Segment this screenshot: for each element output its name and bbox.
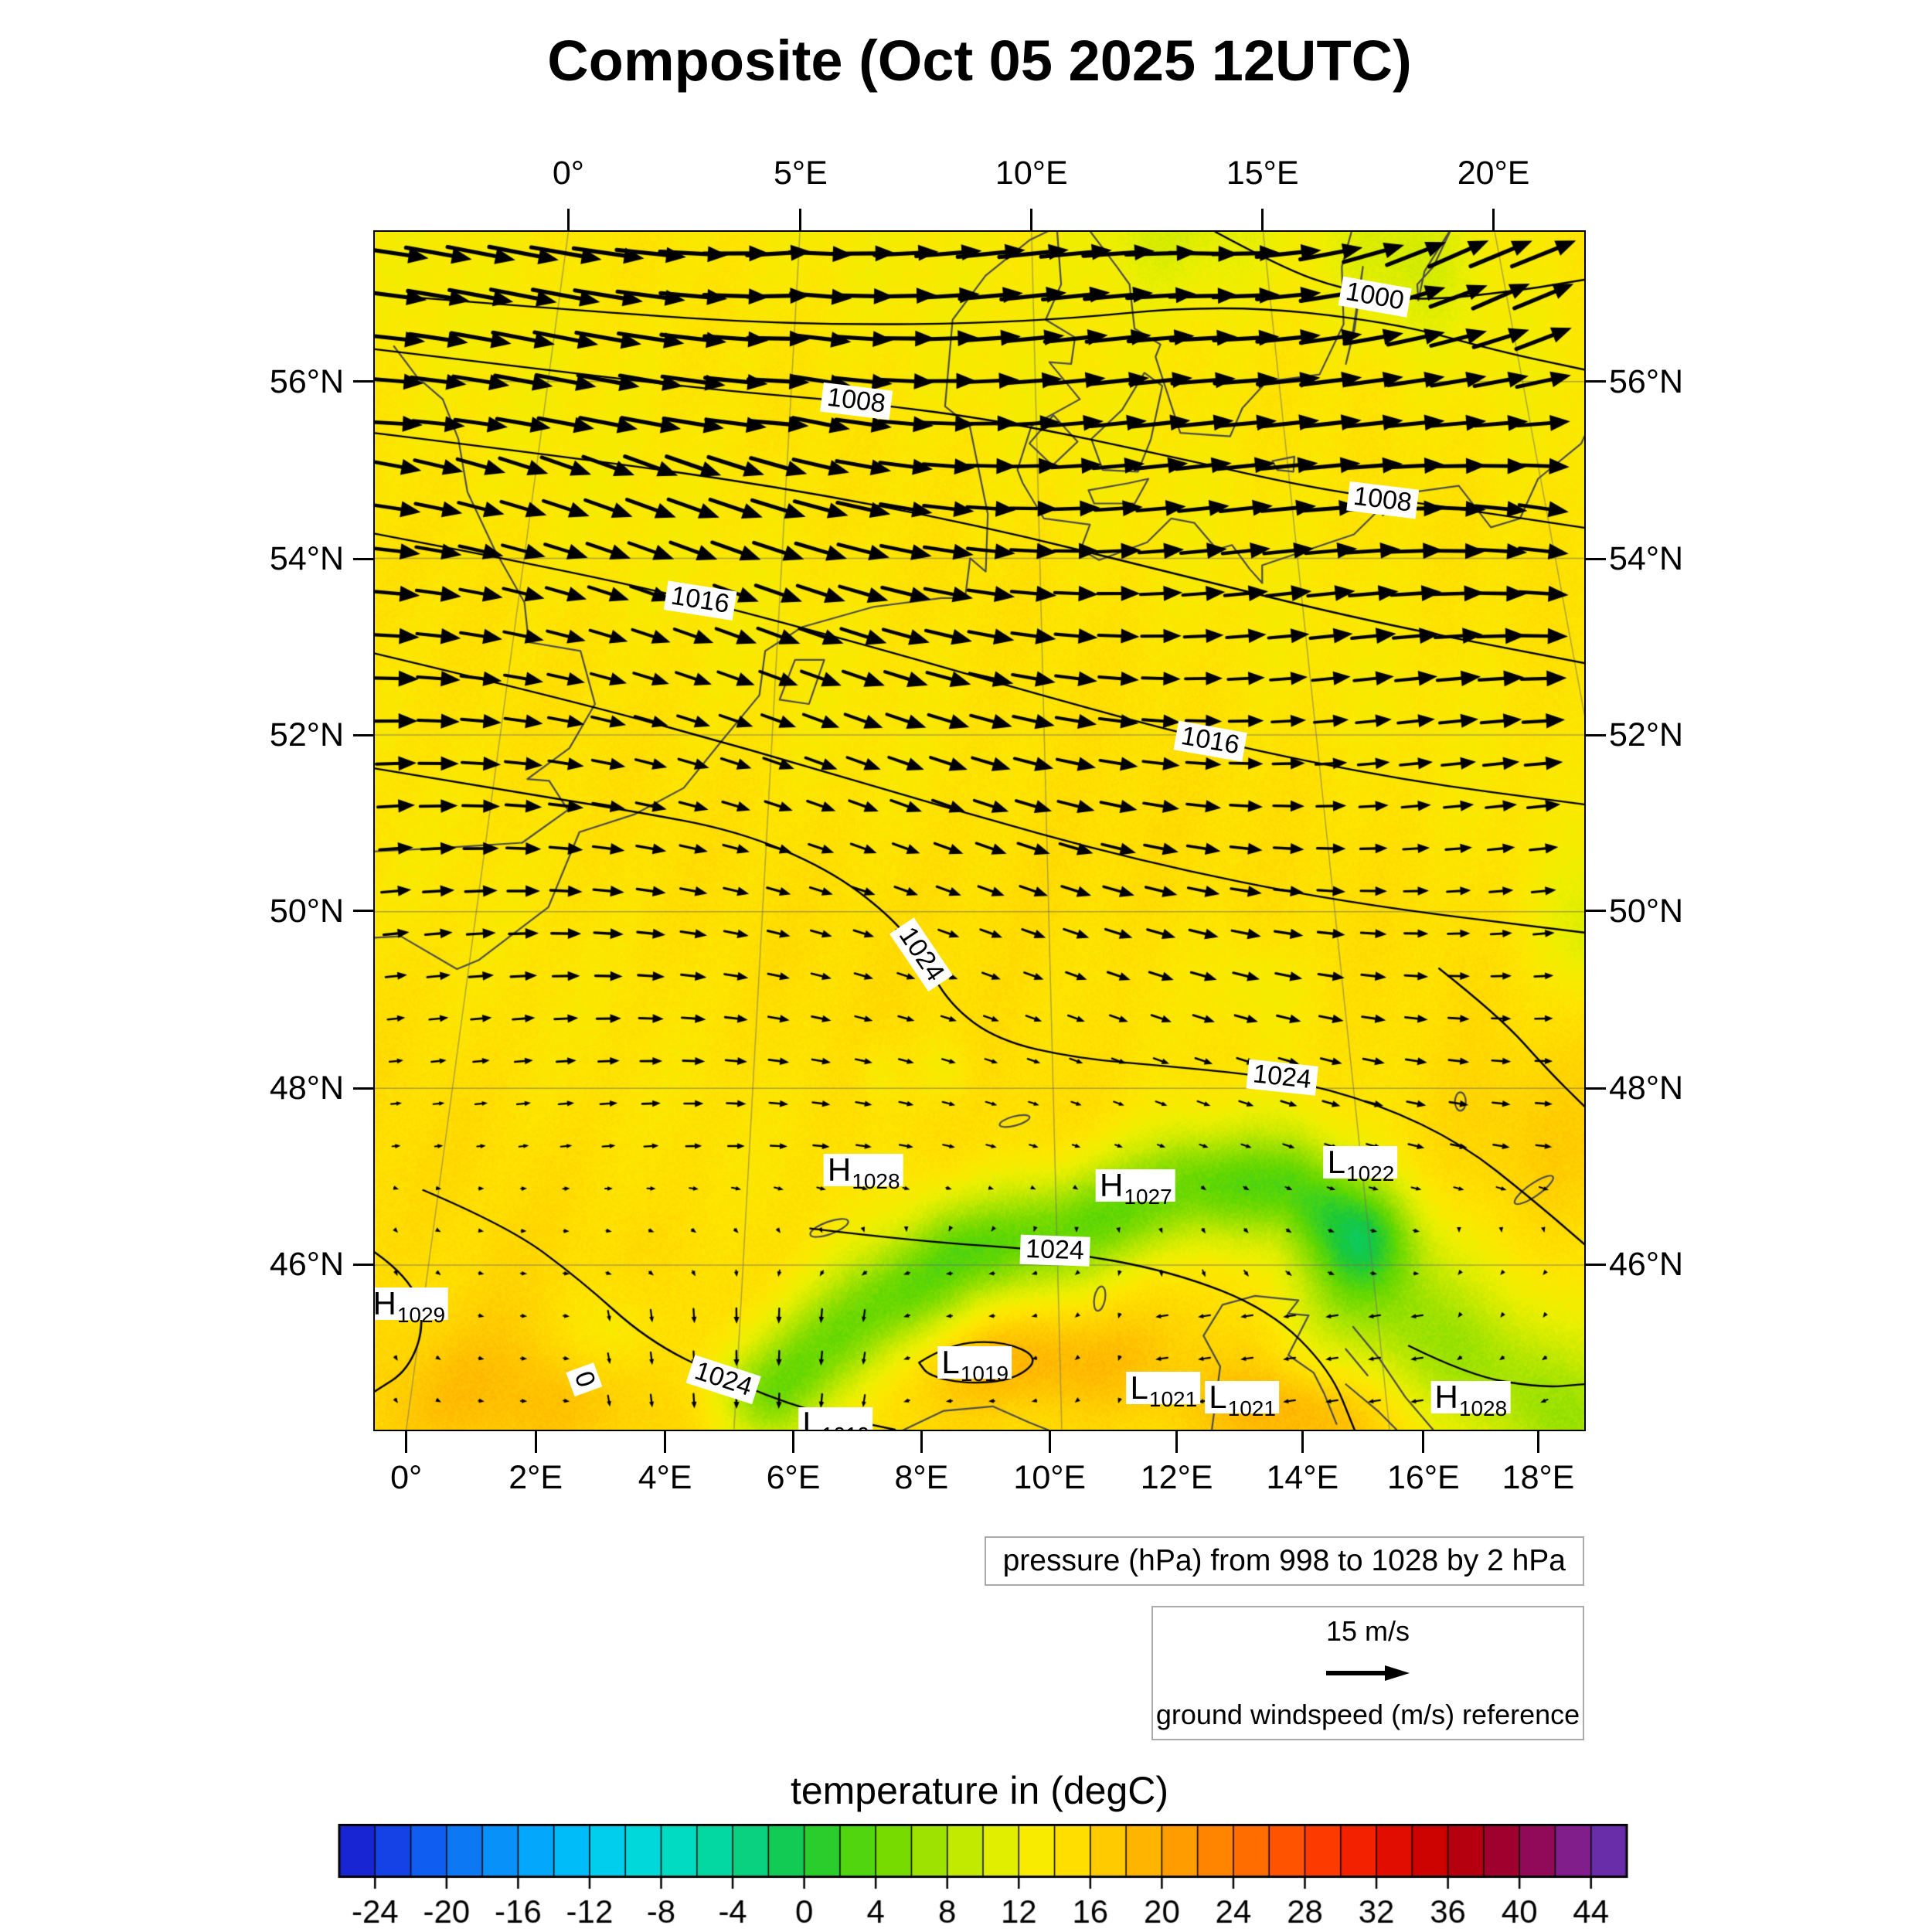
wind-legend-box: 15 m/s ground windspeed (m/s) reference bbox=[1151, 1606, 1584, 1740]
axis-tick bbox=[1301, 1430, 1304, 1453]
axis-tick bbox=[1422, 1430, 1425, 1453]
axis-tick bbox=[1584, 910, 1606, 913]
axis-tick-label-right: 54°N bbox=[1609, 540, 1684, 578]
pressure-center-label: L1019 bbox=[798, 1407, 873, 1430]
pressure-center-label: H1028 bbox=[1430, 1381, 1511, 1420]
contour-label: 1024 bbox=[685, 1355, 761, 1404]
contour-label: 0 bbox=[566, 1362, 603, 1396]
axis-tick bbox=[353, 1263, 375, 1266]
axis-tick bbox=[1584, 1263, 1606, 1266]
map-panel: 1000 1008 1008 1016 1016 1024 1024 1024 1024 0 H10… bbox=[373, 230, 1586, 1431]
axis-tick-label-right: 50°N bbox=[1609, 892, 1684, 930]
colorbar bbox=[338, 1824, 1628, 1930]
axis-tick bbox=[791, 1430, 794, 1453]
axis-tick bbox=[1048, 1430, 1051, 1453]
page-title: Composite (Oct 05 2025 12UTC) bbox=[547, 29, 1412, 93]
axis-tick-label-bottom: 8°E bbox=[894, 1459, 949, 1496]
axis-tick-label-left: 54°N bbox=[269, 540, 344, 578]
axis-tick bbox=[534, 1430, 537, 1453]
axis-tick bbox=[353, 380, 375, 383]
contour-label: 1000 bbox=[1338, 276, 1412, 318]
axis-tick-label-right: 56°N bbox=[1609, 362, 1684, 400]
axis-tick-label-left: 56°N bbox=[269, 362, 344, 400]
axis-tick-label-left: 50°N bbox=[269, 892, 344, 930]
axis-tick bbox=[1584, 557, 1606, 560]
axis-tick bbox=[353, 1087, 375, 1090]
axis-tick bbox=[664, 1430, 667, 1453]
contour-label: 1008 bbox=[1345, 481, 1419, 519]
axis-tick-label-top: 10°E bbox=[995, 155, 1068, 192]
axis-tick-label-left: 48°N bbox=[269, 1070, 344, 1107]
axis-tick bbox=[1537, 1430, 1540, 1453]
axis-tick bbox=[353, 910, 375, 913]
pressure-center-label: L1019 bbox=[937, 1346, 1012, 1385]
axis-tick-label-bottom: 12°E bbox=[1140, 1459, 1213, 1496]
axis-tick bbox=[799, 209, 802, 232]
axis-tick-label-top: 5°E bbox=[773, 155, 828, 192]
contour-label: 1024 bbox=[889, 917, 954, 992]
axis-tick-label-left: 52°N bbox=[269, 716, 344, 753]
pressure-center-label: H1028 bbox=[823, 1153, 903, 1192]
colorbar-title: temperature in (degC) bbox=[790, 1769, 1169, 1812]
map-overlay: 1000 1008 1008 1016 1016 1024 1024 1024 1024 0 H10… bbox=[375, 232, 1584, 1430]
axis-tick-label-top: 0° bbox=[552, 155, 584, 192]
axis-tick bbox=[1175, 1430, 1179, 1453]
axis-tick-label-bottom: 6°E bbox=[766, 1459, 821, 1496]
wind-reference-speed: 15 m/s bbox=[1325, 1615, 1410, 1647]
contour-label: 1016 bbox=[1173, 720, 1247, 762]
pressure-center-label: H1029 bbox=[375, 1287, 449, 1326]
axis-tick-label-top: 15°E bbox=[1226, 155, 1299, 192]
axis-tick-label-left: 46°N bbox=[269, 1246, 344, 1284]
wind-legend-caption: ground windspeed (m/s) reference bbox=[1155, 1699, 1580, 1730]
axis-tick bbox=[353, 557, 375, 560]
map-canvas bbox=[375, 232, 1584, 1430]
pressure-center-label: H1027 bbox=[1096, 1168, 1175, 1207]
axis-tick-label-top: 20°E bbox=[1457, 155, 1530, 192]
axis-tick bbox=[1261, 209, 1264, 232]
pressure-center-label: L1021 bbox=[1126, 1371, 1201, 1410]
axis-tick-label-bottom: 18°E bbox=[1502, 1459, 1575, 1496]
axis-tick-label-bottom: 4°E bbox=[638, 1459, 692, 1496]
axis-tick-label-bottom: 2°E bbox=[509, 1459, 563, 1496]
axis-tick bbox=[1492, 209, 1495, 232]
pressure-center-label: L1021 bbox=[1205, 1381, 1279, 1420]
axis-tick-label-right: 46°N bbox=[1609, 1246, 1684, 1284]
axis-tick-label-bottom: 14°E bbox=[1266, 1459, 1339, 1496]
axis-tick bbox=[1584, 380, 1606, 383]
pressure-center-label: L1022 bbox=[1323, 1146, 1398, 1185]
contour-label: 1024 bbox=[1019, 1233, 1090, 1266]
axis-tick bbox=[353, 733, 375, 736]
axis-tick-label-right: 52°N bbox=[1609, 716, 1684, 753]
contour-label: 1016 bbox=[663, 580, 737, 621]
axis-tick bbox=[566, 209, 570, 232]
axis-tick-label-bottom: 10°E bbox=[1013, 1459, 1087, 1496]
axis-tick-label-bottom: 16°E bbox=[1386, 1459, 1460, 1496]
contour-label: 1008 bbox=[820, 382, 893, 420]
contour-label: 1024 bbox=[1246, 1060, 1318, 1096]
axis-tick bbox=[1584, 733, 1606, 736]
wind-reference-arrow-icon bbox=[1326, 1665, 1410, 1681]
axis-tick-label-bottom: 0° bbox=[390, 1459, 423, 1496]
pressure-caption: pressure (hPa) from 998 to 1028 by 2 hPa bbox=[984, 1536, 1584, 1586]
axis-tick bbox=[405, 1430, 408, 1453]
axis-tick bbox=[920, 1430, 923, 1453]
axis-tick bbox=[1584, 1087, 1606, 1090]
axis-tick-label-right: 48°N bbox=[1609, 1070, 1684, 1107]
axis-tick bbox=[1030, 209, 1033, 232]
